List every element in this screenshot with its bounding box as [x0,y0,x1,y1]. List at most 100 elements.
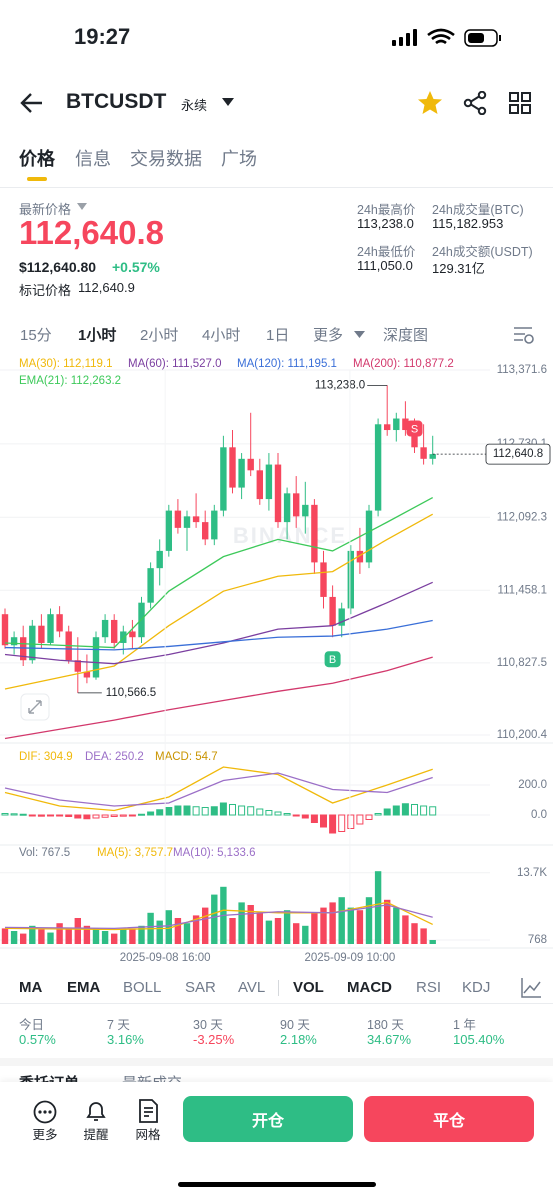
indicator[interactable]: SAR [185,979,216,996]
action-label[interactable]: 更多 [32,1128,58,1142]
period-change: 105.40% [453,1032,505,1047]
macd-bar [210,806,218,816]
candle-body [402,418,409,431]
watermark: BINANCE [233,523,347,548]
volume-bar [338,897,345,944]
candle-body [74,660,81,672]
contract-type[interactable]: 永续 [181,98,208,113]
indicator-line [4,497,434,649]
indicator[interactable]: AVL [238,979,266,996]
indicator[interactable]: VOL [293,979,324,996]
interval[interactable]: 深度图 [383,327,429,344]
indicator-line [4,513,434,690]
close-button[interactable]: 平仓 [364,1096,534,1142]
favorite-star[interactable] [417,90,443,116]
volume-bar [329,902,336,944]
order-tab[interactable]: 最新成交 [122,1075,183,1086]
interval[interactable]: 4小时 [202,327,241,344]
stat-value: 113,238.0 [357,216,414,231]
tab[interactable]: 价格 [19,149,55,169]
trade-marker-label: S [411,423,418,435]
latest-label: 最新价格 [19,202,72,217]
interval[interactable]: 1日 [266,327,290,344]
volume-bar [74,917,81,944]
candle-body [38,625,45,643]
alert-icon[interactable] [84,1099,108,1124]
volume-bar [229,917,236,944]
action-label[interactable]: 提醒 [83,1128,109,1142]
open-button[interactable]: 开仓 [183,1096,353,1142]
indicator[interactable]: KDJ [462,979,491,996]
divider [0,187,553,188]
macd-bar [28,814,36,817]
interval[interactable]: 1小时 [78,327,117,344]
volume-bar [165,910,172,944]
stat-value: 111,050.0 [357,258,413,273]
indicator-line [4,656,433,740]
interval[interactable]: 15分 [20,327,52,344]
volume-bar [311,912,318,944]
volume-bar [356,910,364,944]
period-change: 2.18% [280,1032,317,1047]
candle-body [165,510,172,551]
interval[interactable]: 更多 [313,327,344,344]
period: 180 天 [367,1018,404,1032]
interval[interactable]: 2小时 [140,327,179,344]
tab-underline [27,177,47,181]
macd-bar [47,814,54,817]
candle-body [120,631,127,643]
macd-bar [256,808,264,816]
expand-icon [28,700,42,714]
macd-bar [83,814,91,820]
volume-bar [265,920,273,944]
indicator[interactable]: BOLL [123,979,162,996]
dropdown-icon[interactable] [221,97,235,107]
candle-body [329,596,336,626]
share-icon[interactable] [463,91,489,115]
candle-body [429,454,436,459]
action-label[interactable]: 网格 [135,1128,161,1142]
macd-bar [374,812,382,816]
order-tab[interactable]: 委托订单 [19,1075,80,1086]
macd-bar [1,812,9,816]
candle-body [311,504,318,563]
volume-bar [129,928,136,944]
chart-settings[interactable] [513,325,535,345]
stat-label: 24h最高价 [357,203,416,217]
legend-label: DIF: 304.9 [19,751,73,763]
macd-bar [174,805,182,816]
layout-icon[interactable] [509,92,531,114]
candle-body [192,516,200,523]
indicator-line [4,904,433,930]
candle-body [129,631,136,638]
period-change: 34.67% [367,1032,412,1047]
legend-label: MA(60): 111,527.0 [128,358,222,370]
volume-bar [302,925,309,944]
usd-price: $112,640.80 [19,259,97,275]
macd-bar [265,809,273,816]
volume-bar [92,928,100,944]
macd-bar [292,814,300,817]
indicator[interactable]: EMA [67,979,101,996]
grid-icon[interactable] [137,1099,159,1124]
indicator-settings[interactable] [520,977,542,999]
macd-bar [238,805,246,816]
trade-marker [406,420,423,437]
macd-bar [147,811,155,816]
back-button[interactable] [20,92,44,114]
candle-body [29,625,36,661]
indicator[interactable]: MACD [347,979,392,996]
candle-body [92,637,100,678]
more-icon[interactable] [33,1100,57,1124]
tab[interactable]: 信息 [75,149,111,169]
tab[interactable]: 广场 [221,149,257,169]
indicator[interactable]: RSI [416,979,442,996]
macd-bar [429,806,437,816]
indicator[interactable]: MA [19,979,43,996]
macd-bar [283,812,291,816]
tab[interactable]: 交易数据 [130,149,202,169]
macd-bar [219,802,227,816]
period-change: 0.57% [19,1032,56,1047]
macd-bar [392,805,400,816]
macd-bar [274,811,282,816]
